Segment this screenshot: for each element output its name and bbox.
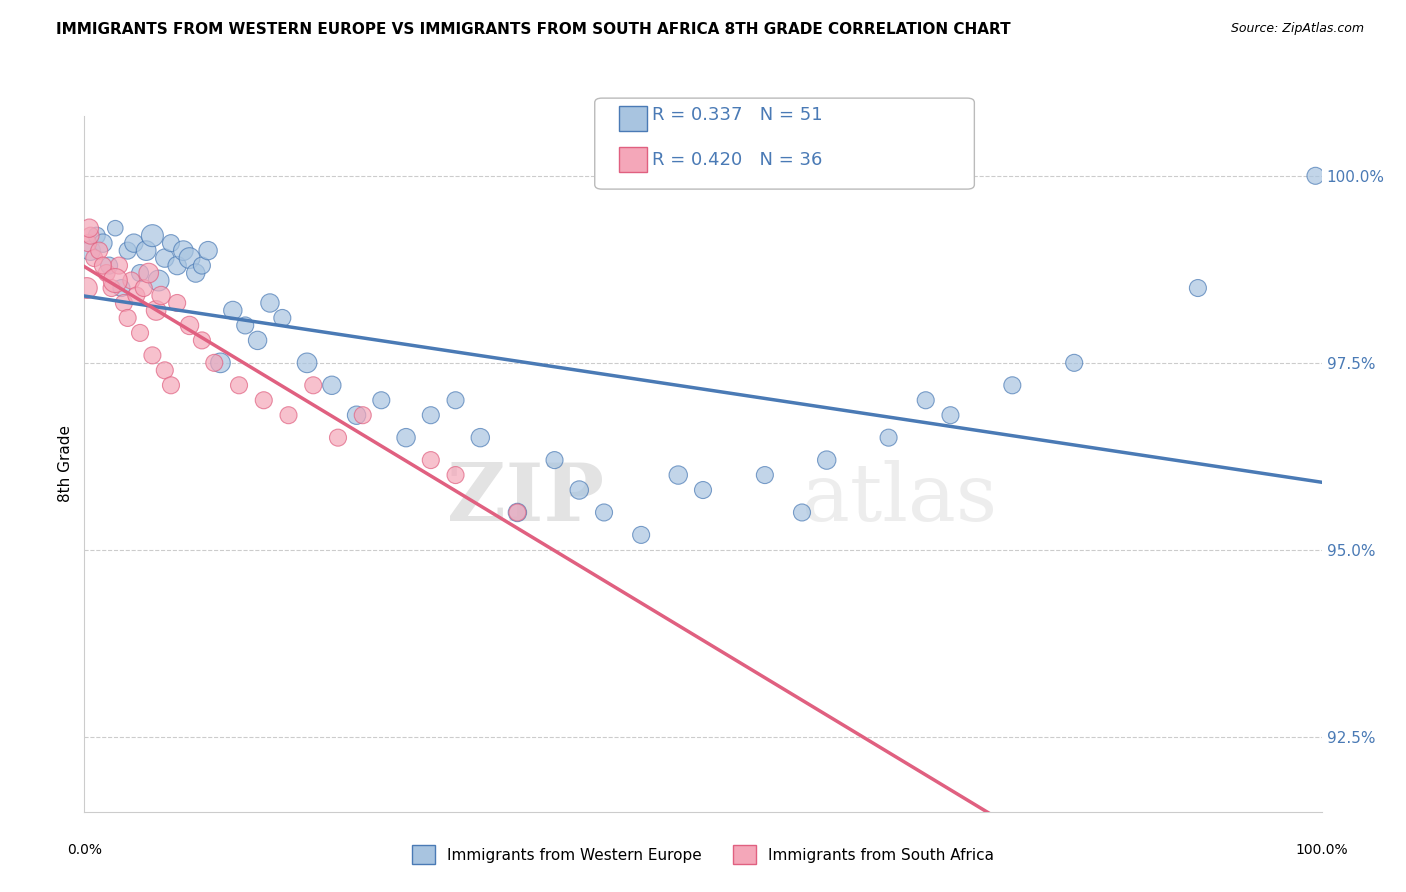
Point	[129, 266, 152, 280]
Point	[1187, 281, 1209, 295]
Point	[98, 259, 121, 273]
Point	[160, 378, 183, 392]
Point	[506, 506, 529, 520]
Point	[295, 356, 318, 370]
Point	[246, 334, 269, 348]
Point	[172, 244, 194, 258]
Point	[877, 431, 900, 445]
Text: R = 0.337   N = 51: R = 0.337 N = 51	[652, 106, 823, 124]
Point	[120, 274, 142, 288]
Legend: Immigrants from Western Europe, Immigrants from South Africa: Immigrants from Western Europe, Immigran…	[406, 839, 1000, 871]
Point	[135, 244, 157, 258]
Point	[1063, 356, 1085, 370]
Text: R = 0.420   N = 36: R = 0.420 N = 36	[652, 151, 823, 169]
Text: 100.0%: 100.0%	[1295, 843, 1348, 857]
Point	[76, 281, 98, 295]
Point	[228, 378, 250, 392]
Point	[138, 266, 160, 280]
Point	[141, 228, 163, 243]
Point	[91, 259, 114, 273]
Point	[129, 326, 152, 340]
Point	[117, 244, 139, 258]
Point	[470, 431, 492, 445]
Point	[815, 453, 838, 467]
Point	[630, 528, 652, 542]
Text: IMMIGRANTS FROM WESTERN EUROPE VS IMMIGRANTS FROM SOUTH AFRICA 8TH GRADE CORRELA: IMMIGRANTS FROM WESTERN EUROPE VS IMMIGR…	[56, 22, 1011, 37]
Point	[321, 378, 343, 392]
Point	[86, 228, 108, 243]
Point	[117, 310, 139, 325]
Point	[108, 259, 131, 273]
Point	[197, 244, 219, 258]
Point	[100, 281, 122, 295]
Point	[222, 303, 245, 318]
Point	[125, 288, 148, 302]
Point	[79, 221, 101, 235]
Point	[153, 363, 176, 377]
Point	[419, 453, 441, 467]
Text: 0.0%: 0.0%	[67, 843, 101, 857]
Point	[444, 468, 467, 483]
Point	[692, 483, 714, 497]
Point	[96, 266, 118, 280]
Y-axis label: 8th Grade: 8th Grade	[58, 425, 73, 502]
Point	[370, 393, 392, 408]
Point	[326, 431, 349, 445]
Point	[568, 483, 591, 497]
Point	[191, 259, 214, 273]
Point	[1001, 378, 1024, 392]
Point	[202, 356, 225, 370]
Point	[277, 408, 299, 422]
Point	[346, 408, 368, 422]
Point	[91, 236, 114, 251]
Point	[271, 310, 294, 325]
Point	[754, 468, 776, 483]
Text: ZIP: ZIP	[447, 459, 605, 538]
Point	[1305, 169, 1327, 183]
Point	[184, 266, 207, 280]
Point	[939, 408, 962, 422]
Point	[148, 274, 170, 288]
Point	[506, 506, 529, 520]
Point	[83, 251, 105, 265]
Point	[79, 228, 101, 243]
Point	[209, 356, 232, 370]
Point	[160, 236, 183, 251]
Point	[145, 303, 167, 318]
Point	[790, 506, 813, 520]
Point	[593, 506, 616, 520]
Point	[253, 393, 276, 408]
Point	[77, 236, 100, 251]
Point	[104, 221, 127, 235]
Point	[419, 408, 441, 422]
Point	[543, 453, 565, 467]
Point	[166, 296, 188, 310]
Point	[166, 259, 188, 273]
Point	[104, 274, 127, 288]
Point	[191, 334, 214, 348]
Point	[132, 281, 155, 295]
Point	[914, 393, 936, 408]
Text: atlas: atlas	[801, 459, 997, 538]
Point	[179, 251, 201, 265]
Point	[302, 378, 325, 392]
Point	[141, 348, 163, 362]
Point	[259, 296, 281, 310]
Point	[122, 236, 145, 251]
Point	[352, 408, 374, 422]
Point	[110, 281, 132, 295]
Point	[79, 244, 101, 258]
Point	[153, 251, 176, 265]
Point	[666, 468, 689, 483]
Point	[112, 296, 135, 310]
Point	[89, 244, 111, 258]
Point	[444, 393, 467, 408]
Text: Source: ZipAtlas.com: Source: ZipAtlas.com	[1230, 22, 1364, 36]
Point	[179, 318, 201, 333]
Point	[395, 431, 418, 445]
Point	[150, 288, 173, 302]
Point	[233, 318, 256, 333]
